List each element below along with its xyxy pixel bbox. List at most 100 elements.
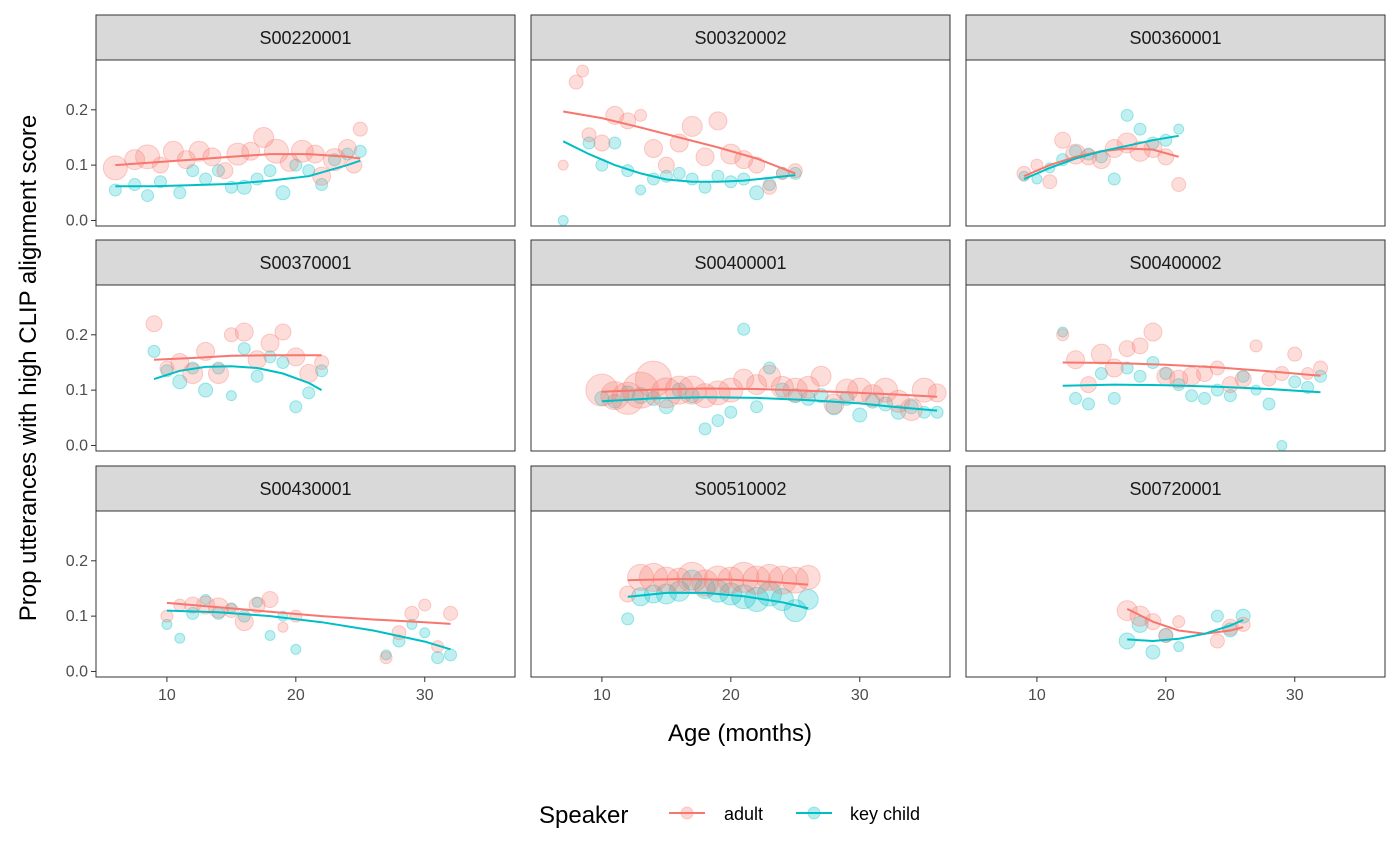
- adult-fit-line: [153, 354, 322, 361]
- adult-point: [810, 365, 832, 387]
- key-child-point: [147, 344, 161, 358]
- facet-strip-label: S00370001: [259, 253, 351, 273]
- adult-point: [576, 64, 590, 78]
- facet-strip-label: S00720001: [1129, 479, 1221, 499]
- adult-point: [1118, 340, 1136, 358]
- facet-panel: S00400002: [965, 239, 1386, 452]
- key-child-point: [1107, 172, 1121, 186]
- adult-point: [873, 377, 899, 403]
- facet-plot-area: [530, 284, 951, 452]
- key-child-fit-line: [601, 396, 938, 412]
- key-child-point: [788, 166, 802, 180]
- x-tick-label: 20: [722, 687, 740, 704]
- adult-point: [1221, 376, 1239, 394]
- adult-fit-line: [1062, 361, 1321, 377]
- key-child-point: [315, 178, 329, 191]
- adult-point: [102, 155, 128, 181]
- adult-point: [290, 139, 314, 163]
- x-tick-label: 10: [593, 687, 611, 704]
- adult-point: [216, 162, 234, 180]
- adult-point: [847, 377, 873, 403]
- adult-point: [1196, 365, 1214, 383]
- adult-point: [634, 360, 672, 398]
- adult-point: [1056, 328, 1070, 342]
- x-tick-label: 10: [158, 687, 176, 704]
- adult-point: [223, 327, 239, 343]
- facet-plot-area: [95, 284, 516, 452]
- key-child-point: [1173, 123, 1185, 135]
- key-child-point: [161, 618, 173, 630]
- key-child-point: [302, 386, 316, 400]
- adult-point: [657, 156, 675, 174]
- facet-strip: [530, 14, 951, 61]
- key-child-point: [251, 596, 263, 608]
- adult-point: [758, 364, 782, 388]
- adult-point: [151, 156, 169, 174]
- adult-point: [1287, 346, 1303, 362]
- x-tick-label: 30: [1286, 687, 1304, 704]
- key-child-point: [672, 166, 686, 180]
- adult-point: [274, 323, 292, 341]
- key-child-point: [582, 136, 596, 150]
- adult-fit-line: [1126, 608, 1244, 635]
- adult-point: [1209, 633, 1225, 649]
- adult-point: [1042, 174, 1058, 190]
- panels-layer: S00220001 0.0 0.1 0.2 S00320002 S00360001 S003…: [66, 14, 1386, 704]
- adult-point: [352, 121, 368, 137]
- legend: Speaker adult key child: [539, 802, 920, 829]
- adult-point: [234, 612, 254, 632]
- adult-point: [1116, 600, 1138, 622]
- key-child-point: [198, 382, 214, 398]
- facet-plot-area: [530, 59, 951, 227]
- key-child-point: [153, 175, 167, 189]
- key-child-point: [1314, 369, 1328, 383]
- facet-strip-label: S00220001: [259, 28, 351, 48]
- key-child-point: [711, 169, 725, 183]
- adult-point: [823, 393, 845, 415]
- key-child-point: [1120, 361, 1134, 375]
- key-child-point: [1118, 632, 1136, 650]
- key-child-point: [635, 184, 647, 196]
- key-child-point: [737, 322, 751, 336]
- key-child-point: [211, 164, 225, 178]
- key-child-point: [1131, 615, 1149, 633]
- adult-point: [263, 138, 289, 164]
- key-child-point: [1133, 369, 1147, 383]
- adult-point: [286, 347, 306, 367]
- key-child-point: [141, 189, 155, 203]
- key-child-point: [621, 612, 635, 626]
- key-child-point: [275, 185, 291, 201]
- adult-point: [443, 605, 459, 621]
- key-child-point: [658, 399, 674, 415]
- key-child-point: [250, 369, 264, 383]
- key-child-fit-line: [1127, 619, 1244, 643]
- y-axis-title: Prop utterances with high CLIP alignment…: [15, 115, 42, 622]
- key-child-point: [1145, 644, 1161, 660]
- y-tick-label: 0.2: [66, 102, 88, 119]
- facet-plot-area: [965, 59, 1386, 227]
- adult-point: [1169, 369, 1189, 389]
- key-child-point: [1173, 641, 1185, 653]
- facet-strip-label: S00360001: [1129, 28, 1221, 48]
- facet-strip: [530, 465, 951, 512]
- adult-fit-line: [115, 153, 361, 167]
- adult-point: [927, 383, 947, 403]
- key-child-point: [263, 350, 277, 364]
- adult-point: [207, 363, 229, 385]
- key-child-point: [749, 185, 765, 201]
- key-child-point: [263, 164, 277, 178]
- legend-adult-point: [680, 806, 694, 820]
- adult-point: [1054, 131, 1072, 149]
- key-child-point: [1057, 326, 1069, 338]
- adult-point: [182, 363, 204, 385]
- facet-plot-area: [95, 59, 516, 227]
- adult-point: [593, 134, 611, 152]
- key-child-point: [419, 627, 431, 639]
- facet-strip: [965, 14, 1386, 61]
- key-child-point: [315, 364, 329, 378]
- adult-point: [1261, 371, 1277, 387]
- adult-point: [835, 378, 859, 402]
- key-child-fit-line: [115, 159, 361, 188]
